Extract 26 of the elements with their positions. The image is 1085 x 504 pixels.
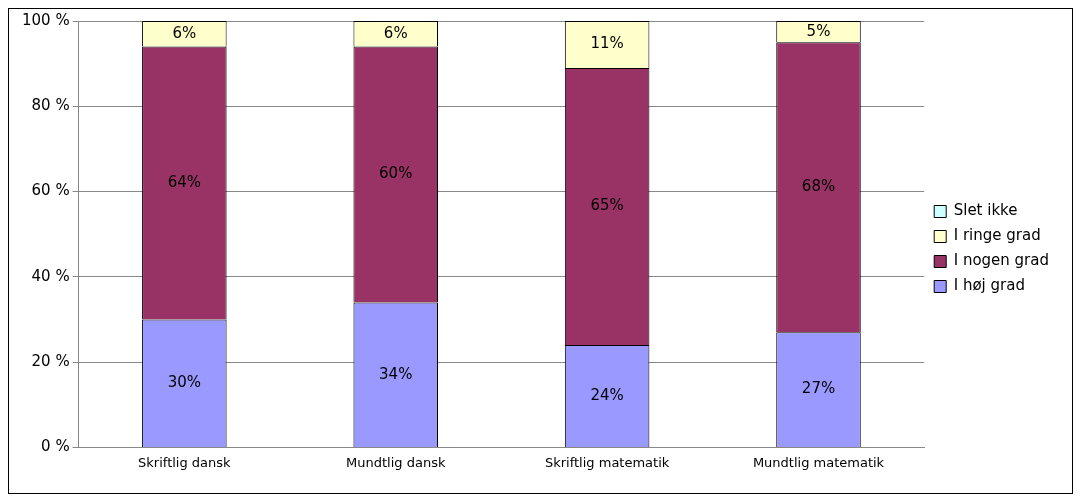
- data-label: 24%: [590, 385, 624, 404]
- data-label: 11%: [590, 34, 624, 53]
- data-label: 60%: [379, 164, 413, 183]
- y-tick-label: 100 %: [22, 10, 70, 29]
- y-tick-label: 80 %: [31, 96, 70, 115]
- y-tick-label: 40 %: [31, 266, 70, 285]
- y-tick-label: 0 %: [41, 437, 70, 456]
- x-tick-label: Mundtlig dansk: [346, 454, 446, 470]
- data-label: 64%: [167, 172, 202, 191]
- x-tick-label: Skriftlig matematik: [544, 454, 670, 470]
- x-tick-label: Skriftlig dansk: [138, 454, 232, 470]
- data-label: 5%: [806, 21, 831, 40]
- legend-label: I ringe grad: [953, 226, 1041, 245]
- data-label: 6%: [172, 23, 197, 42]
- x-tick-label: Mundtlig matematik: [752, 454, 885, 470]
- data-label: 65%: [590, 196, 624, 215]
- y-tick-label: 60 %: [31, 181, 70, 200]
- legend-label: I nogen grad: [953, 251, 1050, 270]
- data-label: 27%: [801, 379, 836, 398]
- y-tick-label: 20 %: [31, 352, 70, 371]
- data-label: 34%: [379, 364, 413, 383]
- data-label: 6%: [383, 23, 408, 42]
- data-label: 30%: [167, 373, 202, 392]
- data-label: 68%: [801, 177, 836, 196]
- legend-label: Slet ikke: [953, 201, 1018, 220]
- legend-label: I høj grad: [953, 276, 1025, 295]
